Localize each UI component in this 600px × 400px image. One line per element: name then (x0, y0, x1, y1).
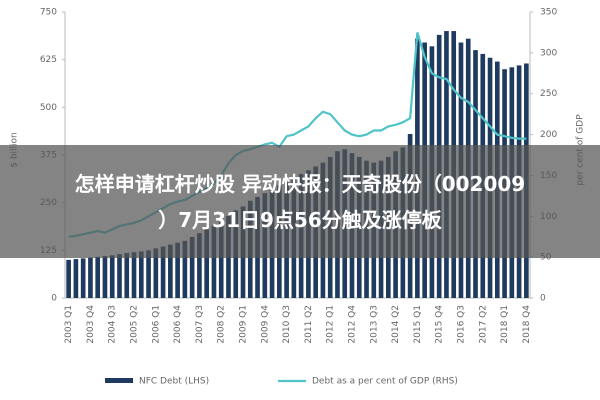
x-tick-label: 2014 Q2 (391, 305, 401, 344)
y2-tick-label: 200 (540, 130, 557, 140)
x-tick-label: 2003 Q4 (86, 305, 96, 344)
x-tick-label: 2012 Q1 (326, 305, 336, 344)
x-tick-label: 2003 Q1 (64, 305, 74, 344)
x-tick-label: 2013 Q3 (369, 305, 379, 344)
x-tick-label: 2009 Q4 (260, 305, 270, 344)
x-tick-label: 2011 Q2 (304, 305, 314, 344)
bar (189, 236, 195, 298)
legend-swatch (105, 378, 133, 383)
x-tick-label: 2006 Q1 (151, 305, 161, 344)
x-tick-label: 2009 Q1 (239, 305, 249, 344)
bar (124, 253, 130, 298)
x-tick-label: 2007 Q3 (195, 305, 205, 344)
bar (168, 244, 173, 298)
y-tick-label: 750 (40, 8, 57, 18)
bar (73, 259, 79, 298)
y-tick-label: 0 (51, 294, 57, 304)
y2-tick-label: 350 (540, 8, 557, 18)
x-tick-label: 2015 Q4 (435, 305, 445, 344)
bar (153, 248, 159, 298)
x-tick-label: 2004 Q3 (108, 305, 118, 344)
y2-tick-label: 300 (540, 48, 557, 58)
y-tick-label: 500 (40, 103, 57, 113)
y-tick-label: 625 (40, 55, 57, 65)
x-tick-label: 2016 Q3 (456, 305, 466, 344)
x-tick-label: 2018 Q4 (522, 305, 532, 344)
bar (182, 240, 188, 298)
bar (102, 256, 108, 298)
legend-label: NFC Debt (LHS) (139, 377, 209, 387)
x-tick-label: 2015 Q1 (413, 305, 423, 344)
bar (88, 257, 93, 298)
bar (138, 251, 144, 298)
headline-banner: 怎样申请杠杆炒股 异动快报：天奇股份（002009 ）7月31日9点56分触及涨停… (0, 145, 600, 258)
x-tick-label: 2006 Q4 (173, 305, 183, 344)
bar (204, 229, 210, 298)
bar (117, 254, 122, 298)
headline-line: ）7月31日9点56分触及涨停板 (158, 207, 442, 232)
bar (175, 242, 180, 298)
x-tick-label: 2005 Q2 (130, 305, 140, 344)
bar (146, 250, 151, 298)
bar (218, 221, 224, 298)
bar (66, 259, 71, 298)
bar (109, 255, 115, 298)
x-tick-label: 2010 Q3 (282, 305, 292, 344)
x-tick-label: 2012 Q4 (347, 305, 357, 344)
bar (211, 225, 217, 298)
x-tick-label: 2008 Q2 (217, 305, 227, 344)
x-tick-label: 2017 Q2 (478, 305, 488, 344)
bar (95, 256, 101, 298)
bar (160, 246, 166, 298)
headline-line: 怎样申请杠杆炒股 异动快报：天奇股份（002009 (74, 171, 526, 196)
bar (131, 252, 137, 298)
bar (80, 258, 86, 298)
y2-tick-label: 0 (540, 294, 546, 304)
bar (197, 233, 202, 298)
x-tick-label: 2018 Q1 (500, 305, 510, 344)
legend-label: Debt as a per cent of GDP (RHS) (312, 377, 458, 387)
y2-tick-label: 250 (540, 89, 557, 99)
